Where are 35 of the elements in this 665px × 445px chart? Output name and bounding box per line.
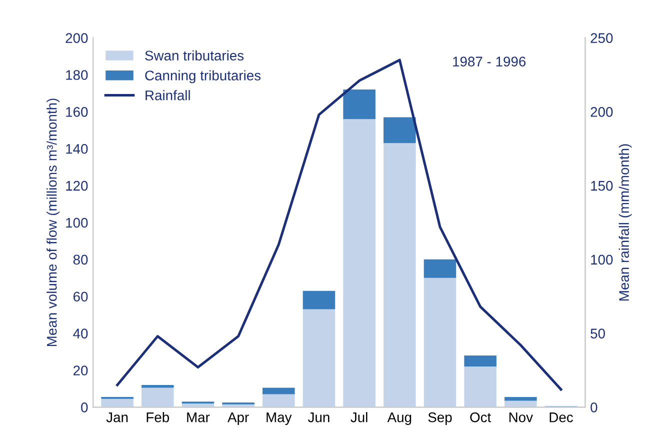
x-tick-label: Feb: [146, 412, 170, 422]
y-tick-label: 40: [73, 328, 88, 338]
legend-label: Rainfall: [146, 90, 190, 100]
x-tick-label: Mar: [187, 412, 210, 422]
x-tick-label: Nov: [509, 412, 533, 422]
y-tick-label: 120: [66, 180, 88, 191]
y2-tick-label: 100: [591, 254, 613, 265]
y-tick-label: 180: [66, 70, 88, 80]
y2-axis-title: Mean rainfall (mm/month): [618, 144, 632, 300]
annotation: 1987 - 1996: [453, 56, 526, 66]
y-tick-label: 60: [73, 292, 88, 302]
x-tick-label: Dec: [550, 412, 573, 422]
y2-tick-label: 150: [591, 180, 613, 191]
y-tick-label: 100: [66, 218, 88, 228]
x-tick-label: May: [266, 412, 292, 425]
y-tick-label: 140: [66, 144, 88, 154]
x-tick-label: Jan: [106, 412, 128, 422]
y2-tick-label: 250: [590, 33, 613, 43]
y-tick-label: 80: [73, 254, 88, 265]
y-axis-title: Mean volume of flow (millions m³/month): [46, 98, 60, 346]
y-tick-label: 200: [66, 33, 88, 43]
legend-label: Canning tributaries: [145, 70, 261, 84]
x-tick-label: Oct: [470, 412, 492, 422]
y-tick-label: 0: [81, 402, 88, 412]
y2-tick-label: 200: [590, 107, 613, 117]
y2-tick-label: 0: [590, 402, 598, 412]
x-tick-label: Aug: [387, 412, 412, 425]
legend-label: Swan tributaries: [145, 50, 244, 61]
y2-tick-label: 50: [590, 328, 605, 338]
x-tick-label: Jun: [308, 412, 330, 422]
x-tick-label: Apr: [228, 412, 249, 425]
y-tick-label: 20: [73, 366, 88, 376]
x-tick-label: Sep: [428, 412, 452, 425]
x-tick-label: Jul: [350, 412, 368, 422]
y-tick-label: 160: [66, 107, 88, 117]
